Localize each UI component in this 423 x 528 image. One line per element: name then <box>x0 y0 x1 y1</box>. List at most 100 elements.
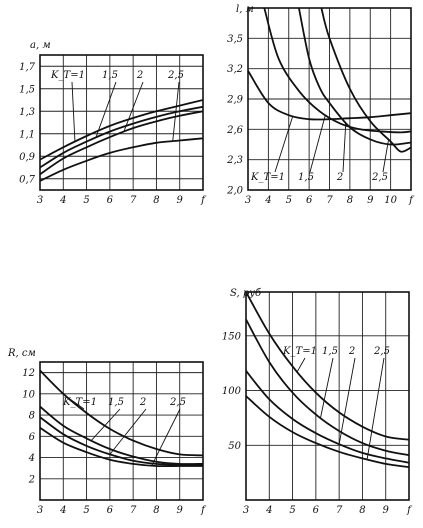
series-curve-3 <box>40 110 203 176</box>
x-tick-label: 7 <box>130 505 137 516</box>
x-tick-label: 9 <box>383 505 390 516</box>
series-curve-1 <box>40 369 203 457</box>
x-tick-label: 10 <box>384 195 397 206</box>
leader-line-1 <box>67 397 85 410</box>
y-tick-label: 12 <box>22 368 35 379</box>
chart-panel-3: 3 4 5 6 7 8 9 f 2 4 6 8 10 12 R, см K_T=1 1,5 2 2,5 <box>7 348 207 516</box>
leader-line-3 <box>123 81 144 132</box>
x-tick-label: 5 <box>83 505 89 516</box>
y-axis-label: S, руб <box>230 288 262 299</box>
y-tick-label: 3,5 <box>227 34 243 45</box>
y-tick-label: 6 <box>29 432 36 443</box>
y-tick-label: 10 <box>22 389 35 400</box>
curve-label: 2 <box>136 70 143 81</box>
x-tick-label: f <box>408 195 415 206</box>
curve-label: 1,5 <box>298 172 314 183</box>
leader-line-1 <box>71 81 76 142</box>
y-tick-label: 2,3 <box>226 155 243 166</box>
leader-line-2 <box>309 114 326 173</box>
curve-label: 2,5 <box>373 346 390 357</box>
series-curve-4 <box>40 427 203 468</box>
series-curve-4 <box>40 137 203 182</box>
curve-label: 1,5 <box>322 346 338 357</box>
y-tick-label: 8 <box>29 411 35 422</box>
plot-frame <box>39 54 204 191</box>
y-tick-label: 0,9 <box>19 152 36 163</box>
x-tick-label: 9 <box>177 195 184 206</box>
curve-label: 2 <box>336 172 343 183</box>
x-tick-label: 3 <box>243 505 249 516</box>
y-tick-label: 1,7 <box>19 62 36 73</box>
leader-line-4 <box>151 408 181 466</box>
series-curve-4 <box>320 8 411 153</box>
plot-frame <box>247 7 412 191</box>
x-tick-label: f <box>406 505 413 516</box>
x-tick-label: 3 <box>37 505 43 516</box>
x-tick-label: 3 <box>245 195 251 206</box>
curve-label: 1,5 <box>108 397 124 408</box>
x-tick-label: f <box>200 505 207 516</box>
leader-line-2 <box>90 408 121 441</box>
series-curve-2 <box>40 405 203 465</box>
x-tick-label: 6 <box>107 195 114 206</box>
series-curve-1 <box>248 70 411 121</box>
leader-line-3 <box>342 122 347 173</box>
leader-line-1 <box>296 357 306 372</box>
x-tick-label: f <box>200 195 207 206</box>
curve-label: 2,5 <box>371 172 388 183</box>
leader-line-4 <box>366 357 385 460</box>
y-tick-label: 1,3 <box>19 107 35 118</box>
series-curve-2 <box>263 8 411 134</box>
x-tick-label: 7 <box>336 505 343 516</box>
y-tick-label: 1,5 <box>19 84 35 95</box>
leader-line-2 <box>320 357 334 418</box>
x-tick-label: 8 <box>347 195 353 206</box>
curve-label: 2,5 <box>167 70 184 81</box>
x-tick-label: 5 <box>289 505 295 516</box>
curve-label: 2 <box>348 346 355 357</box>
x-tick-label: 4 <box>59 195 66 206</box>
x-tick-label: 6 <box>306 195 313 206</box>
series-curve-2 <box>246 318 409 456</box>
x-tick-label: 4 <box>264 195 271 206</box>
y-tick-label: 2,6 <box>226 125 244 136</box>
series-curve-1 <box>40 99 203 161</box>
x-tick-label: 5 <box>83 195 89 206</box>
series-curve-3 <box>246 370 409 464</box>
x-tick-label: 3 <box>37 195 43 206</box>
x-tick-label: 7 <box>326 195 333 206</box>
x-tick-label: 4 <box>59 505 66 516</box>
x-tick-label: 7 <box>130 195 137 206</box>
leader-line-3 <box>338 357 356 445</box>
series-curve-2 <box>40 105 203 169</box>
curve-label: K_T=1 <box>282 346 317 357</box>
x-tick-label: 9 <box>367 195 374 206</box>
y-tick-label: 2,9 <box>226 95 244 106</box>
curve-label: K_T=1 <box>62 397 97 408</box>
curve-label: K_T=1 <box>50 70 85 81</box>
x-tick-label: 4 <box>265 505 272 516</box>
plot-frame <box>39 361 204 501</box>
curve-label: 1,5 <box>102 70 118 81</box>
curve-label: K_T=1 <box>250 172 285 183</box>
y-tick-label: 1,1 <box>19 129 35 140</box>
x-tick-label: 8 <box>359 505 365 516</box>
chart-panel-4: 3 4 5 6 7 8 9 f 50 100 150 S, руб K_T=1 1,5 2 2,5 <box>222 288 413 516</box>
x-tick-label: 5 <box>286 195 292 206</box>
leader-line-1 <box>274 115 294 173</box>
x-tick-label: 9 <box>177 505 184 516</box>
series-curve-4 <box>246 395 409 469</box>
x-tick-label: 6 <box>107 505 114 516</box>
curve-label: 2 <box>139 397 146 408</box>
y-tick-label: 2,0 <box>226 186 244 197</box>
series-curve-3 <box>40 416 203 466</box>
y-tick-label: 0,7 <box>19 174 36 185</box>
chart-panel-1: 3 4 5 6 7 8 9 f 0,7 0,9 1,1 1,3 1,5 1,7 a, м K_T=1 1,5 2 2… <box>19 40 207 206</box>
x-tick-label: 6 <box>313 505 320 516</box>
y-tick-label: 4 <box>28 453 35 464</box>
y-axis-label: l, м <box>236 4 254 15</box>
y-tick-label: 100 <box>222 386 242 397</box>
series-curve-3 <box>298 8 411 146</box>
y-axis-label: a, м <box>30 40 51 51</box>
